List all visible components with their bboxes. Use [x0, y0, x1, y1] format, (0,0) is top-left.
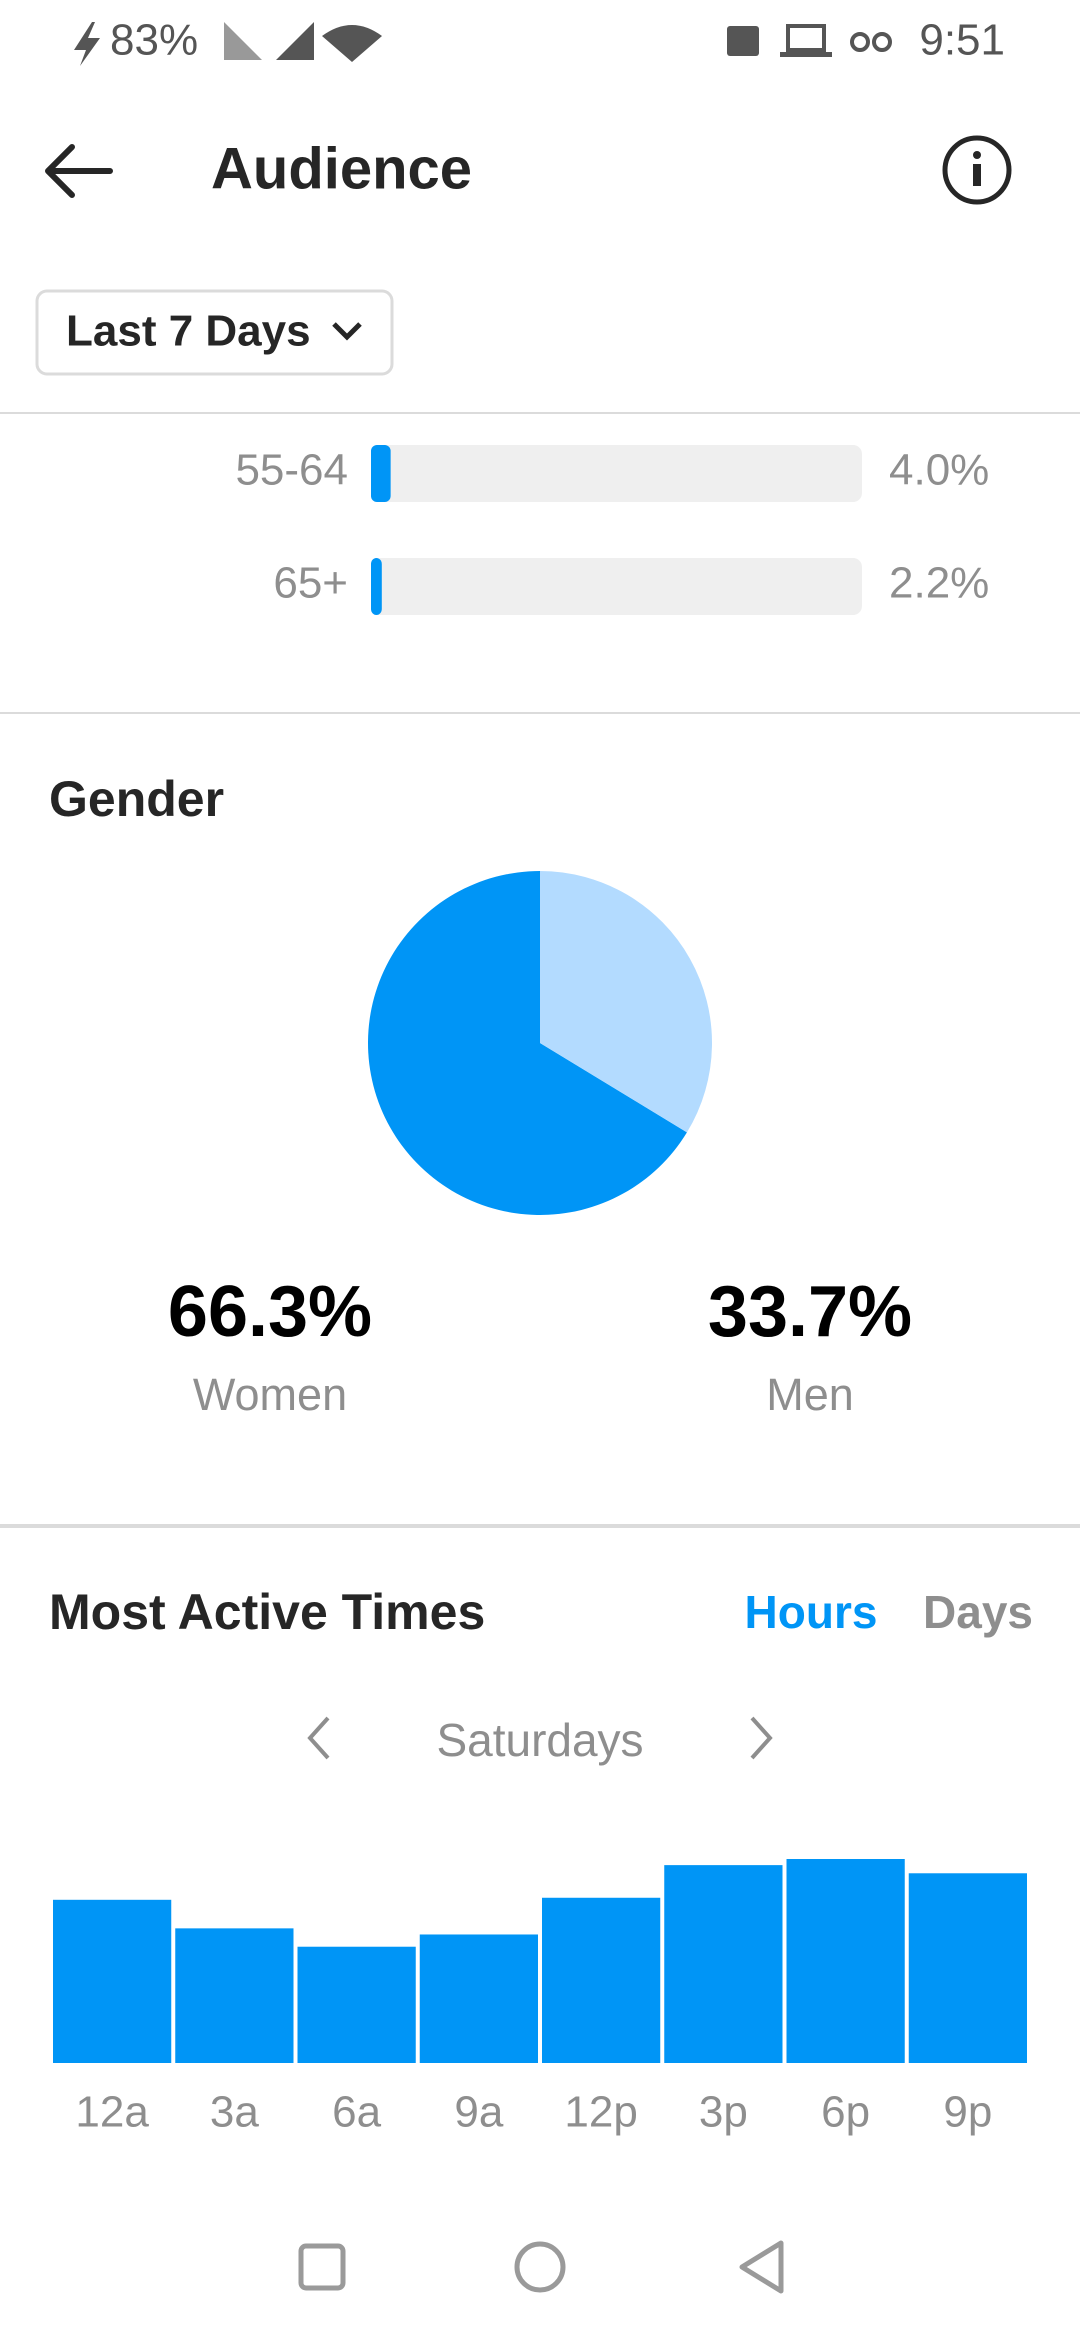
active-times-chart: 12a 3a 6a 9a 12p 3p 6p 9p: [53, 1859, 1027, 2137]
recents-button[interactable]: [298, 2243, 346, 2291]
age-label: 55-64: [235, 446, 348, 495]
filter-label: Last 7 Days: [66, 307, 311, 356]
bar: [542, 1897, 661, 2063]
tab[interactable]: Days: [923, 1586, 1033, 1638]
bar: [371, 445, 391, 502]
pie-slice: [540, 871, 713, 1133]
wifi-icon: [322, 25, 382, 62]
bar: [53, 1899, 172, 2063]
x-tick-label: 12p: [564, 2088, 637, 2137]
day-label: Saturdays: [436, 1714, 643, 1766]
charging-icon: [74, 22, 100, 66]
filter-chevron: [332, 322, 362, 341]
info-icon: [942, 135, 1012, 205]
section-title: Gender: [49, 771, 224, 827]
bar-track: [371, 445, 862, 502]
value-label: 2.2%: [889, 559, 989, 608]
bar: [664, 1865, 783, 2063]
bar: [419, 1934, 538, 2063]
info-icon-bar: [973, 164, 981, 186]
gender-label: Women: [193, 1369, 347, 1420]
battery-level: 83%: [110, 16, 198, 65]
status-bar: 83% 9:51: [74, 16, 1005, 66]
bar: [908, 1873, 1027, 2063]
page-title: Audience: [211, 136, 472, 201]
bar: [371, 558, 382, 615]
pie-slice: [368, 871, 687, 1216]
age-chart: 55-64 4.0% 65+ 2.2%: [235, 445, 989, 615]
bar-track: [371, 558, 862, 615]
info-button[interactable]: [942, 135, 1012, 205]
voicemail-icon: [872, 32, 892, 52]
clock: 9:51: [919, 16, 1005, 65]
back-nav-button[interactable]: [739, 2240, 784, 2294]
home-button[interactable]: [514, 2241, 566, 2293]
back-button[interactable]: [45, 144, 113, 198]
previous-day[interactable]: [307, 1716, 330, 1760]
tabs: Hours Days: [745, 1586, 1033, 1638]
laptop-icon: [786, 24, 826, 52]
x-tick-label: 9p: [943, 2088, 992, 2137]
laptop-icon-base: [780, 52, 832, 57]
x-tick-label: 6p: [821, 2088, 870, 2137]
signal-icon: [276, 22, 314, 60]
section-title: Most Active Times: [49, 1584, 485, 1640]
next-day[interactable]: [750, 1716, 773, 1760]
date-filter[interactable]: Last 7 Days: [35, 289, 394, 376]
x-tick-label: 3a: [210, 2088, 259, 2137]
gender-value: 33.7%: [708, 1272, 912, 1352]
voicemail-icon: [850, 32, 870, 52]
x-tick-label: 6a: [332, 2088, 381, 2137]
age-label: 65+: [273, 559, 348, 608]
gender-value: 66.3%: [168, 1272, 372, 1352]
bar: [297, 1946, 416, 2063]
x-tick-label: 12a: [75, 2088, 149, 2137]
signal-icon: [224, 22, 262, 60]
value-label: 4.0%: [889, 446, 989, 495]
bar: [786, 1859, 905, 2063]
back-arrow: [45, 144, 113, 198]
bar: [175, 1928, 294, 2063]
filter-box: [35, 289, 394, 376]
image-icon: [727, 26, 759, 56]
tab[interactable]: Hours: [745, 1586, 878, 1638]
gender-chart: 66.3% Women 33.7% Men: [168, 871, 912, 1420]
x-tick-label: 3p: [699, 2088, 748, 2137]
gender-label: Men: [766, 1369, 854, 1420]
info-icon-dot: [973, 151, 981, 159]
x-tick-label: 9a: [454, 2088, 503, 2137]
